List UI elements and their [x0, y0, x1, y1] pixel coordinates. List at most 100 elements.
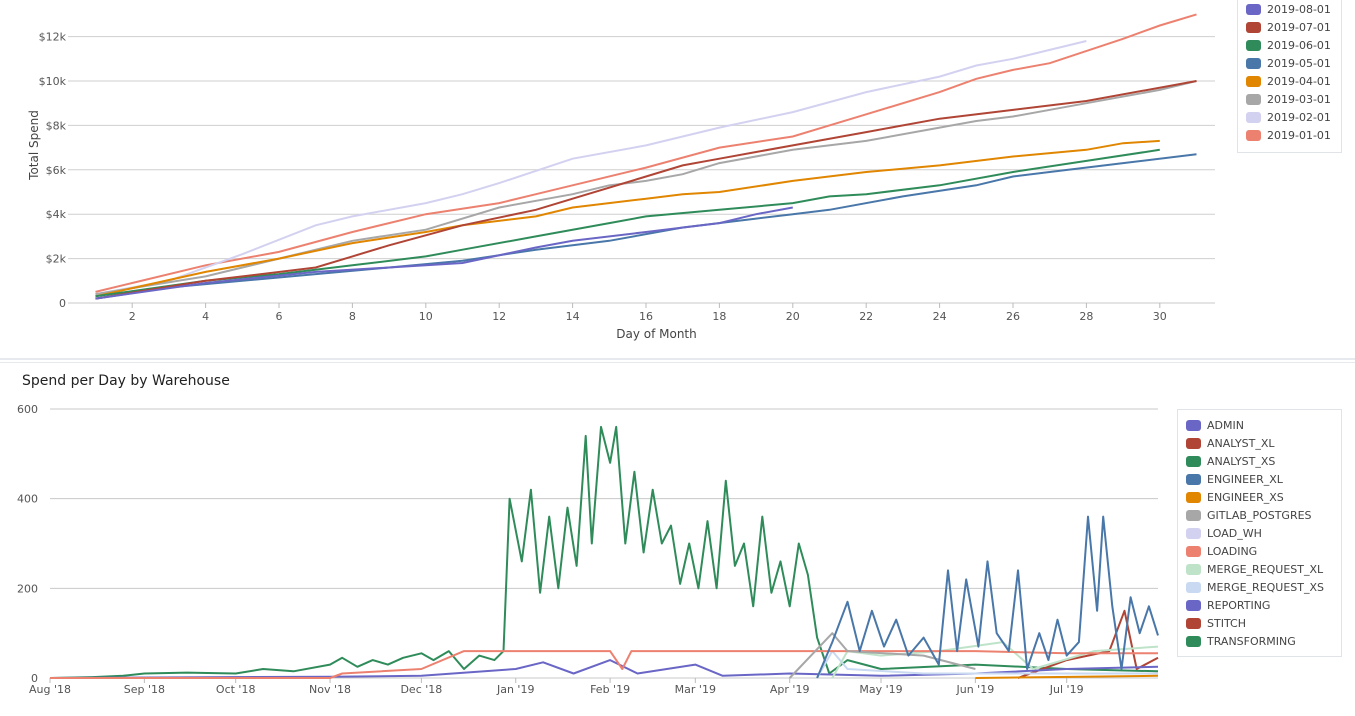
legend-item[interactable]: MERGE_REQUEST_XL — [1178, 560, 1341, 578]
legend-item[interactable]: ANALYST_XS — [1178, 452, 1341, 470]
top-legend: 2019-08-01 2019-07-01 2019-06-01 2019-05-01… — [1237, 0, 1342, 153]
legend-swatch — [1246, 93, 1261, 105]
x-tick-label: 12 — [492, 310, 506, 323]
x-tick-label: Aug '18 — [29, 683, 71, 696]
x-tick-label: Feb '19 — [590, 683, 630, 696]
y-tick-label: 0 — [31, 672, 38, 685]
legend-label: STITCH — [1207, 616, 1246, 630]
legend-swatch — [1186, 617, 1201, 629]
legend-label: 2019-02-01 — [1267, 110, 1331, 124]
legend-item[interactable]: LOAD_WH — [1178, 524, 1341, 542]
series-line-LOADING — [50, 650, 1158, 679]
legend-label: ENGINEER_XS — [1207, 490, 1284, 504]
legend-item[interactable]: ENGINEER_XL — [1178, 470, 1341, 488]
series-line-2019-02-01 — [95, 40, 1087, 296]
spend-per-day-chart: 0 200 400 600 Aug '18 Sep '18 Oct '18 Nov '18 De… — [17, 403, 1159, 696]
x-tick-label: Jan '19 — [496, 683, 534, 696]
x-tick-label: 16 — [639, 310, 653, 323]
legend-swatch — [1246, 111, 1261, 123]
legend-item[interactable]: MERGE_REQUEST_XS — [1178, 578, 1341, 596]
x-tick-label: Sep '18 — [124, 683, 165, 696]
legend-item[interactable]: 2019-04-01 — [1238, 72, 1341, 90]
y-tick-label: $12k — [39, 31, 67, 44]
x-tick-label: Mar '19 — [675, 683, 716, 696]
x-tick-label: Oct '18 — [216, 683, 256, 696]
legend-label: REPORTING — [1207, 598, 1271, 612]
legend-item[interactable]: 2019-02-01 — [1238, 108, 1341, 126]
x-tick-label: Dec '18 — [400, 683, 442, 696]
legend-swatch — [1246, 129, 1261, 141]
x-axis-label: Day of Month — [616, 327, 697, 341]
legend-item[interactable]: 2019-06-01 — [1238, 36, 1341, 54]
legend-swatch — [1186, 509, 1201, 521]
legend-swatch — [1246, 39, 1261, 51]
legend-label: 2019-05-01 — [1267, 56, 1331, 70]
legend-item[interactable]: ANALYST_XL — [1178, 434, 1341, 452]
cumulative-spend-panel: 0 $2k $4k $6k $8k $10k $12k 2 4 6 8 10 12 14 16 18 20 22 2… — [0, 0, 1355, 360]
x-tick-label: 28 — [1079, 310, 1093, 323]
legend-label: 2019-04-01 — [1267, 74, 1331, 88]
legend-item[interactable]: GITLAB_POSTGRES — [1178, 506, 1341, 524]
legend-label: ANALYST_XS — [1207, 454, 1276, 468]
legend-item[interactable]: ENGINEER_XS — [1178, 488, 1341, 506]
bottom-legend: ADMIN ANALYST_XL ANALYST_XS ENGINEER_XL ENGI… — [1177, 409, 1342, 657]
legend-item[interactable]: 2019-01-01 — [1238, 126, 1341, 144]
legend-label: 2019-01-01 — [1267, 128, 1331, 142]
series-line-2019-08-01 — [95, 206, 793, 300]
legend-label: ANALYST_XL — [1207, 436, 1275, 450]
x-tick-label: 18 — [712, 310, 726, 323]
legend-item[interactable]: REPORTING — [1178, 596, 1341, 614]
series-line-MERGE_REQUEST_XS — [816, 650, 1158, 679]
x-tick-label: 22 — [859, 310, 873, 323]
x-tick-label: 30 — [1153, 310, 1167, 323]
legend-swatch — [1186, 635, 1201, 647]
x-tick-label: 8 — [349, 310, 356, 323]
legend-item[interactable]: LOADING — [1178, 542, 1341, 560]
x-tick-label: 14 — [566, 310, 580, 323]
series-line-2019-07-01 — [95, 80, 1197, 300]
y-tick-label: $10k — [39, 75, 67, 88]
legend-item[interactable]: 2019-05-01 — [1238, 54, 1341, 72]
legend-item[interactable]: 2019-07-01 — [1238, 18, 1341, 36]
x-tick-label: 2 — [129, 310, 136, 323]
x-tick-label: May '19 — [859, 683, 902, 696]
series-line-2019-06-01 — [95, 148, 1160, 298]
y-tick-label: $8k — [46, 119, 67, 132]
legend-item[interactable]: STITCH — [1178, 614, 1341, 632]
series-line-TRANSFORMING — [49, 425, 1159, 679]
legend-swatch — [1186, 581, 1201, 593]
x-tick-label: Jul '19 — [1049, 683, 1084, 696]
legend-label: 2019-06-01 — [1267, 38, 1331, 52]
legend-label: 2019-08-01 — [1267, 2, 1331, 16]
x-tick-label: Jun '19 — [956, 683, 995, 696]
legend-swatch — [1246, 21, 1261, 33]
legend-swatch — [1186, 527, 1201, 539]
legend-label: ADMIN — [1207, 418, 1244, 432]
y-tick-label: $4k — [46, 208, 67, 221]
x-tick-label: 26 — [1006, 310, 1020, 323]
y-tick-label: $6k — [46, 164, 67, 177]
series-line-2019-04-01 — [95, 139, 1160, 298]
legend-item[interactable]: TRANSFORMING — [1178, 632, 1341, 650]
legend-swatch — [1246, 75, 1261, 87]
series-line-2019-03-01 — [95, 80, 1197, 296]
legend-swatch — [1186, 599, 1201, 611]
legend-item[interactable]: 2019-03-01 — [1238, 90, 1341, 108]
legend-swatch — [1186, 473, 1201, 485]
x-tick-label: 24 — [933, 310, 947, 323]
legend-label: 2019-03-01 — [1267, 92, 1331, 106]
legend-swatch — [1186, 437, 1201, 449]
legend-label: 2019-07-01 — [1267, 20, 1331, 34]
legend-item[interactable]: ADMIN — [1178, 416, 1341, 434]
legend-label: LOADING — [1207, 544, 1258, 558]
legend-swatch — [1246, 3, 1261, 15]
y-tick-label: 200 — [17, 582, 38, 595]
legend-item[interactable]: 2019-08-01 — [1238, 0, 1341, 18]
series-line-ENGINEER_XS — [975, 674, 1159, 679]
legend-label: MERGE_REQUEST_XL — [1207, 562, 1324, 576]
x-tick-label: 20 — [786, 310, 800, 323]
y-tick-label: 400 — [17, 493, 38, 506]
legend-swatch — [1186, 563, 1201, 575]
legend-label: ENGINEER_XL — [1207, 472, 1283, 486]
